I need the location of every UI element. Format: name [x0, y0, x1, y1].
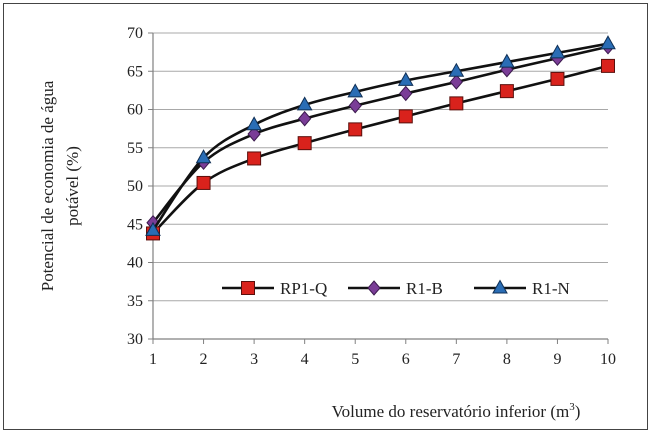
legend-label-rp1-q: RP1-Q [280, 279, 327, 298]
x-tick-label-8: 8 [503, 351, 511, 368]
series-line-r1-n [151, 42, 609, 232]
data-point-rp1-q-7 [449, 96, 464, 111]
x-tick-label-9: 9 [553, 351, 561, 368]
legend-item-rp1-q: RP1-Q [222, 279, 327, 298]
y-axis-label-line1: Potencial de economia de água [38, 80, 57, 291]
legend-label-r1-n: R1-N [532, 279, 570, 298]
data-point-r1-b-6 [399, 85, 413, 102]
data-point-r1-n-8 [499, 53, 515, 68]
legend-item-r1-b: R1-B [348, 279, 443, 298]
data-point-r1-b-3 [247, 126, 261, 142]
x-tick-label-5: 5 [351, 351, 359, 368]
x-tick-label-6: 6 [402, 351, 410, 368]
series-group [145, 35, 616, 241]
y-tick-label-50: 50 [127, 178, 143, 195]
legend: RP1-Q R1-B R1-N [222, 279, 570, 298]
data-point-rp1-q-9 [550, 71, 565, 86]
x-tick-label-4: 4 [301, 351, 309, 368]
data-point-r1-n-4 [296, 96, 313, 111]
data-point-r1-n-2 [195, 149, 212, 164]
x-tick-label-3: 3 [250, 351, 258, 368]
y-tick-label-70: 70 [127, 25, 143, 42]
data-point-r1-n-9 [549, 44, 566, 59]
data-point-r1-n-5 [347, 83, 364, 98]
x-tick-label-2: 2 [200, 351, 208, 368]
legend-marker-r1-n [492, 279, 508, 294]
data-point-rp1-q-4 [297, 136, 312, 151]
x-axis-label: Volume do reservatório inferior (m3) [332, 401, 581, 421]
y-axis-label-line2: potável (%) [63, 146, 82, 226]
series-line-r1-b [152, 45, 609, 224]
series-rp1-q [146, 58, 615, 241]
x-tick-labels: 1 2 3 4 5 6 7 8 9 10 [149, 351, 616, 368]
data-point-r1-n-3 [246, 116, 262, 131]
data-point-rp1-q-8 [499, 84, 514, 99]
data-point-r1-n-10 [600, 35, 616, 50]
y-tick-label-30: 30 [127, 331, 143, 348]
legend-marker-rp1-q [241, 281, 255, 295]
data-point-r1-n-7 [448, 62, 465, 77]
data-point-r1-b-5 [348, 97, 362, 114]
data-point-rp1-q-10 [601, 58, 615, 73]
x-axis-label-end: ) [575, 402, 581, 421]
data-point-r1-n-1 [145, 221, 161, 236]
grid-lines [153, 32, 608, 302]
data-point-rp1-q-3 [247, 151, 262, 166]
data-point-rp1-q-5 [348, 122, 363, 137]
legend-marker-r1-b [367, 280, 381, 296]
x-axis-label-main: Volume do reservatório inferior (m [332, 402, 570, 421]
series-r1-n [145, 35, 616, 236]
legend-item-r1-n: R1-N [474, 279, 570, 298]
data-point-rp1-q-2 [196, 175, 211, 190]
y-tick-label-60: 60 [127, 102, 143, 119]
x-tick-label-10: 10 [600, 351, 616, 368]
chart-frame [3, 3, 648, 430]
data-point-r1-b-7 [449, 74, 463, 90]
y-tick-label-40: 40 [127, 255, 143, 272]
data-point-r1-n-6 [397, 71, 414, 86]
y-tick-label-65: 65 [127, 63, 143, 80]
data-point-r1-b-4 [298, 110, 312, 127]
y-tick-label-55: 55 [127, 140, 143, 157]
y-tick-label-45: 45 [127, 216, 143, 233]
x-tick-label-1: 1 [149, 351, 157, 368]
series-line-rp1-q [152, 64, 609, 235]
data-point-rp1-q-6 [398, 109, 413, 124]
series-r1-b [146, 39, 615, 231]
legend-label-r1-b: R1-B [406, 279, 443, 298]
x-axis-label-superscript: 3 [569, 401, 575, 413]
x-tick-label-7: 7 [452, 351, 460, 368]
y-tick-label-35: 35 [127, 293, 143, 310]
y-tick-labels: 30 35 40 45 50 55 60 65 70 [127, 25, 143, 348]
